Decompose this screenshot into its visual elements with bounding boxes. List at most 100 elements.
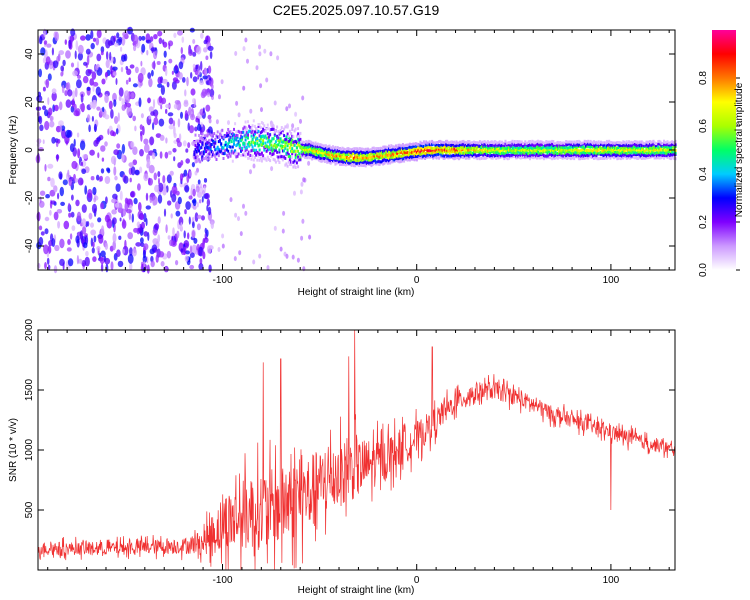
heatmap-cell xyxy=(407,158,410,161)
heatmap-cell xyxy=(511,153,514,157)
heatmap-cell xyxy=(333,149,336,153)
heatmap-cell xyxy=(532,140,535,144)
heatmap-cell xyxy=(38,225,43,231)
heatmap-cell xyxy=(653,156,656,160)
heatmap-cell xyxy=(428,151,431,155)
heatmap-cell xyxy=(432,150,435,154)
heatmap-cell xyxy=(348,156,351,160)
heatmap-cell xyxy=(146,264,150,274)
heatmap-cell xyxy=(427,145,430,149)
heatmap-cell xyxy=(350,148,353,152)
heatmap-cell xyxy=(604,146,607,150)
heatmap-cell xyxy=(207,140,210,144)
heatmap-cell xyxy=(629,156,632,160)
heatmap-cell xyxy=(576,151,579,155)
heatmap-cell xyxy=(522,150,524,154)
heatmap-cell xyxy=(202,190,205,195)
heatmap-cell xyxy=(119,190,123,201)
heatmap-cell xyxy=(504,147,507,151)
heatmap-cell xyxy=(370,164,373,168)
heatmap-cell xyxy=(524,145,527,149)
heatmap-cell xyxy=(469,152,472,156)
heatmap-cell xyxy=(159,151,163,159)
heatmap-cell xyxy=(301,150,304,153)
heatmap-cell xyxy=(443,148,446,152)
heatmap-cell xyxy=(231,132,234,136)
heatmap-cell xyxy=(470,146,473,150)
heatmap-cell xyxy=(184,89,187,97)
heatmap-cell xyxy=(513,151,516,155)
heatmap-cell xyxy=(497,154,500,158)
heatmap-cell xyxy=(462,139,465,143)
heatmap-cell xyxy=(412,155,415,159)
heatmap-cell xyxy=(190,72,193,79)
heatmap-cell xyxy=(335,150,338,154)
heatmap-cell xyxy=(591,154,594,158)
heatmap-cell xyxy=(418,156,421,160)
heatmap-cell xyxy=(201,196,204,203)
heatmap-cell xyxy=(127,232,133,240)
heatmap-cell xyxy=(158,251,165,258)
heatmap-cell xyxy=(629,151,632,155)
heatmap-cell xyxy=(639,154,642,158)
heatmap-cell xyxy=(293,190,296,196)
heatmap-cell xyxy=(265,127,268,131)
heatmap-cell xyxy=(470,151,473,155)
heatmap-cell xyxy=(476,157,479,161)
heatmap-cell xyxy=(277,155,280,159)
heatmap-cell xyxy=(254,151,256,155)
heatmap-cell xyxy=(83,242,88,249)
heatmap-cell xyxy=(290,160,293,164)
heatmap-cell xyxy=(438,147,441,151)
heatmap-cell xyxy=(201,152,204,156)
heatmap-cell xyxy=(518,140,521,144)
heatmap-cell xyxy=(553,152,556,155)
heatmap-cell xyxy=(326,145,329,149)
heatmap-cell xyxy=(77,148,81,159)
heatmap-cell xyxy=(392,156,395,159)
heatmap-cell xyxy=(267,135,270,139)
heatmap-cell xyxy=(413,147,416,151)
heatmap-cell xyxy=(44,216,50,222)
heatmap-cell xyxy=(214,137,217,141)
heatmap-cell xyxy=(551,148,554,152)
heatmap-cell xyxy=(595,154,598,158)
heatmap-cell xyxy=(61,84,65,94)
heatmap-cell xyxy=(456,153,459,157)
heatmap-cell xyxy=(264,157,267,161)
heatmap-cell xyxy=(222,146,225,150)
heatmap-cell xyxy=(460,146,463,149)
heatmap-cell xyxy=(450,143,453,147)
heatmap-cell xyxy=(672,142,675,146)
heatmap-cell xyxy=(252,141,255,145)
heatmap-cell xyxy=(407,145,410,149)
heatmap-cell xyxy=(126,106,133,117)
heatmap-cell xyxy=(459,149,461,153)
heatmap-cell xyxy=(138,202,142,212)
heatmap-cell xyxy=(665,141,668,145)
heatmap-cell xyxy=(347,150,350,154)
heatmap-cell xyxy=(546,151,549,155)
heatmap-cell xyxy=(466,148,468,152)
heatmap-cell xyxy=(464,142,467,146)
heatmap-cell xyxy=(421,155,424,159)
heatmap-cell xyxy=(481,142,484,146)
heatmap-cell xyxy=(440,143,443,146)
heatmap-cell xyxy=(227,120,230,126)
heatmap-cell xyxy=(220,142,223,146)
heatmap-cell xyxy=(516,148,519,152)
heatmap-cell xyxy=(598,151,601,155)
heatmap-cell xyxy=(236,134,239,137)
heatmap-cell xyxy=(216,149,219,153)
heatmap-cell xyxy=(315,152,318,156)
heatmap-cell xyxy=(464,146,467,150)
heatmap-cell xyxy=(293,149,296,153)
spectrogram-heatmap xyxy=(35,26,677,274)
heatmap-cell xyxy=(644,154,647,158)
heatmap-cell xyxy=(267,138,270,142)
heatmap-cell xyxy=(449,140,452,144)
heatmap-cell xyxy=(171,185,178,195)
heatmap-cell xyxy=(621,143,623,147)
colorbar: 0.00.20.40.60.8 Normalized spectral ampl… xyxy=(698,30,745,277)
